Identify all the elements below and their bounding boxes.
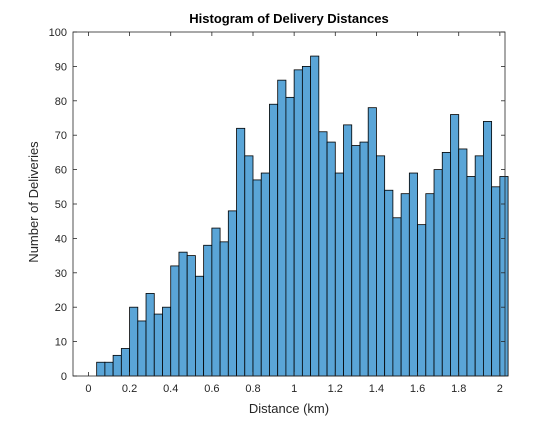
histogram-bar	[384, 189, 394, 377]
y-tick-label: 90	[55, 61, 67, 73]
histogram-bar	[417, 224, 427, 377]
histogram-bar	[170, 265, 180, 377]
histogram-bar	[211, 227, 221, 377]
x-tick-label: 0.6	[204, 383, 219, 395]
histogram-bar	[236, 127, 246, 377]
x-tick-label: 1.4	[369, 383, 384, 395]
histogram-bar	[301, 66, 311, 377]
histogram-bar	[491, 186, 501, 377]
histogram-bar	[326, 141, 336, 377]
y-tick-label: 10	[55, 337, 67, 349]
histogram-bar	[285, 96, 295, 377]
chart-title: Histogram of Delivery Distances	[189, 11, 388, 26]
histogram-bar	[400, 193, 410, 377]
y-tick-label: 100	[49, 27, 67, 39]
histogram-bar	[120, 348, 130, 377]
histogram-bar	[277, 79, 287, 377]
histogram-bar	[441, 151, 451, 377]
x-tick-label: 1.8	[451, 383, 466, 395]
histogram-bar	[499, 176, 509, 377]
ticks-layer: 0 0.2 0.4 0.6 0.8 1 1.2 1.4 1.6 1.8 20102030405060…	[49, 27, 505, 395]
histogram-bar	[104, 361, 114, 377]
histogram-bar	[186, 255, 196, 377]
histogram-bar	[433, 169, 443, 377]
histogram-bar	[260, 172, 270, 377]
histogram-bar	[351, 145, 361, 377]
histogram-bar	[269, 103, 279, 377]
histogram-bar	[334, 172, 344, 377]
histogram-bar	[252, 179, 262, 377]
y-tick-label: 20	[55, 302, 67, 314]
histogram-bar	[450, 114, 460, 377]
histogram-bar	[367, 107, 377, 377]
histogram-bar	[425, 193, 435, 377]
y-tick-label: 50	[55, 199, 67, 211]
y-tick-label: 80	[55, 96, 67, 108]
histogram-bar	[244, 155, 254, 377]
y-tick-label: 30	[55, 268, 67, 280]
x-tick-label: 0.2	[122, 383, 137, 395]
histogram-bar	[162, 306, 172, 377]
y-tick-label: 0	[61, 371, 67, 383]
histogram-bar	[112, 354, 122, 377]
histogram-bar	[482, 121, 493, 377]
histogram-bar	[458, 148, 468, 377]
histogram-bar	[194, 275, 205, 377]
x-axis-title: Distance (km)	[249, 401, 329, 416]
histogram-bar	[219, 241, 229, 377]
histogram-bar	[145, 293, 155, 377]
y-tick-label: 60	[55, 165, 67, 177]
histogram-bar	[153, 313, 163, 377]
histogram-bar	[474, 155, 484, 377]
y-tick-label: 70	[55, 130, 67, 142]
x-tick-label: 0	[85, 383, 91, 395]
histogram-bar	[318, 131, 328, 377]
bars-layer	[96, 55, 509, 377]
histogram-bar	[408, 172, 418, 377]
histogram-bar	[466, 176, 476, 377]
histogram-bar	[359, 141, 369, 377]
x-tick-label: 0.8	[245, 383, 260, 395]
x-tick-label: 1	[291, 383, 297, 395]
histogram-bar	[376, 155, 386, 377]
y-axis-title: Number of Deliveries	[26, 141, 41, 263]
histogram-bar	[227, 210, 237, 377]
histogram-bar	[203, 244, 213, 377]
histogram-bar	[343, 124, 353, 377]
x-tick-label: 1.6	[410, 383, 425, 395]
x-tick-label: 1.2	[328, 383, 343, 395]
histogram-bar	[129, 306, 139, 377]
histogram-bar	[96, 361, 106, 377]
histogram-bar	[178, 251, 188, 377]
x-tick-label: 0.4	[163, 383, 178, 395]
histogram-bar	[310, 55, 320, 377]
y-tick-label: 40	[55, 233, 67, 245]
histogram-bar	[392, 217, 402, 377]
x-tick-label: 2	[497, 383, 503, 395]
histogram-bar	[137, 320, 147, 377]
histogram-bar	[293, 69, 303, 377]
